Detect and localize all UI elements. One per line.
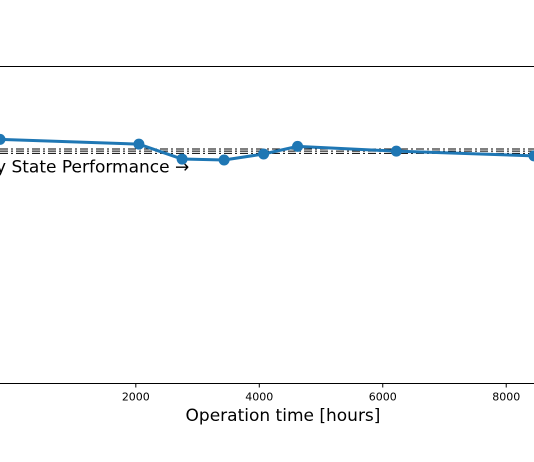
data-point — [528, 150, 534, 162]
steady-state-annotation: y State Performance → — [0, 157, 189, 177]
data-point — [390, 145, 402, 157]
data-point — [176, 153, 188, 165]
data-point — [292, 140, 304, 152]
x-tick-label: 4000 — [245, 391, 273, 404]
x-tick-label: 8000 — [492, 391, 520, 404]
data-point — [218, 154, 230, 166]
data-point — [0, 133, 6, 145]
x-tick-label: 2000 — [122, 391, 150, 404]
x-axis-title: Operation time [hours] — [186, 406, 381, 426]
series-line — [0, 137, 534, 162]
data-point — [258, 148, 270, 160]
x-tick-label: 6000 — [369, 391, 397, 404]
data-point — [133, 138, 145, 150]
